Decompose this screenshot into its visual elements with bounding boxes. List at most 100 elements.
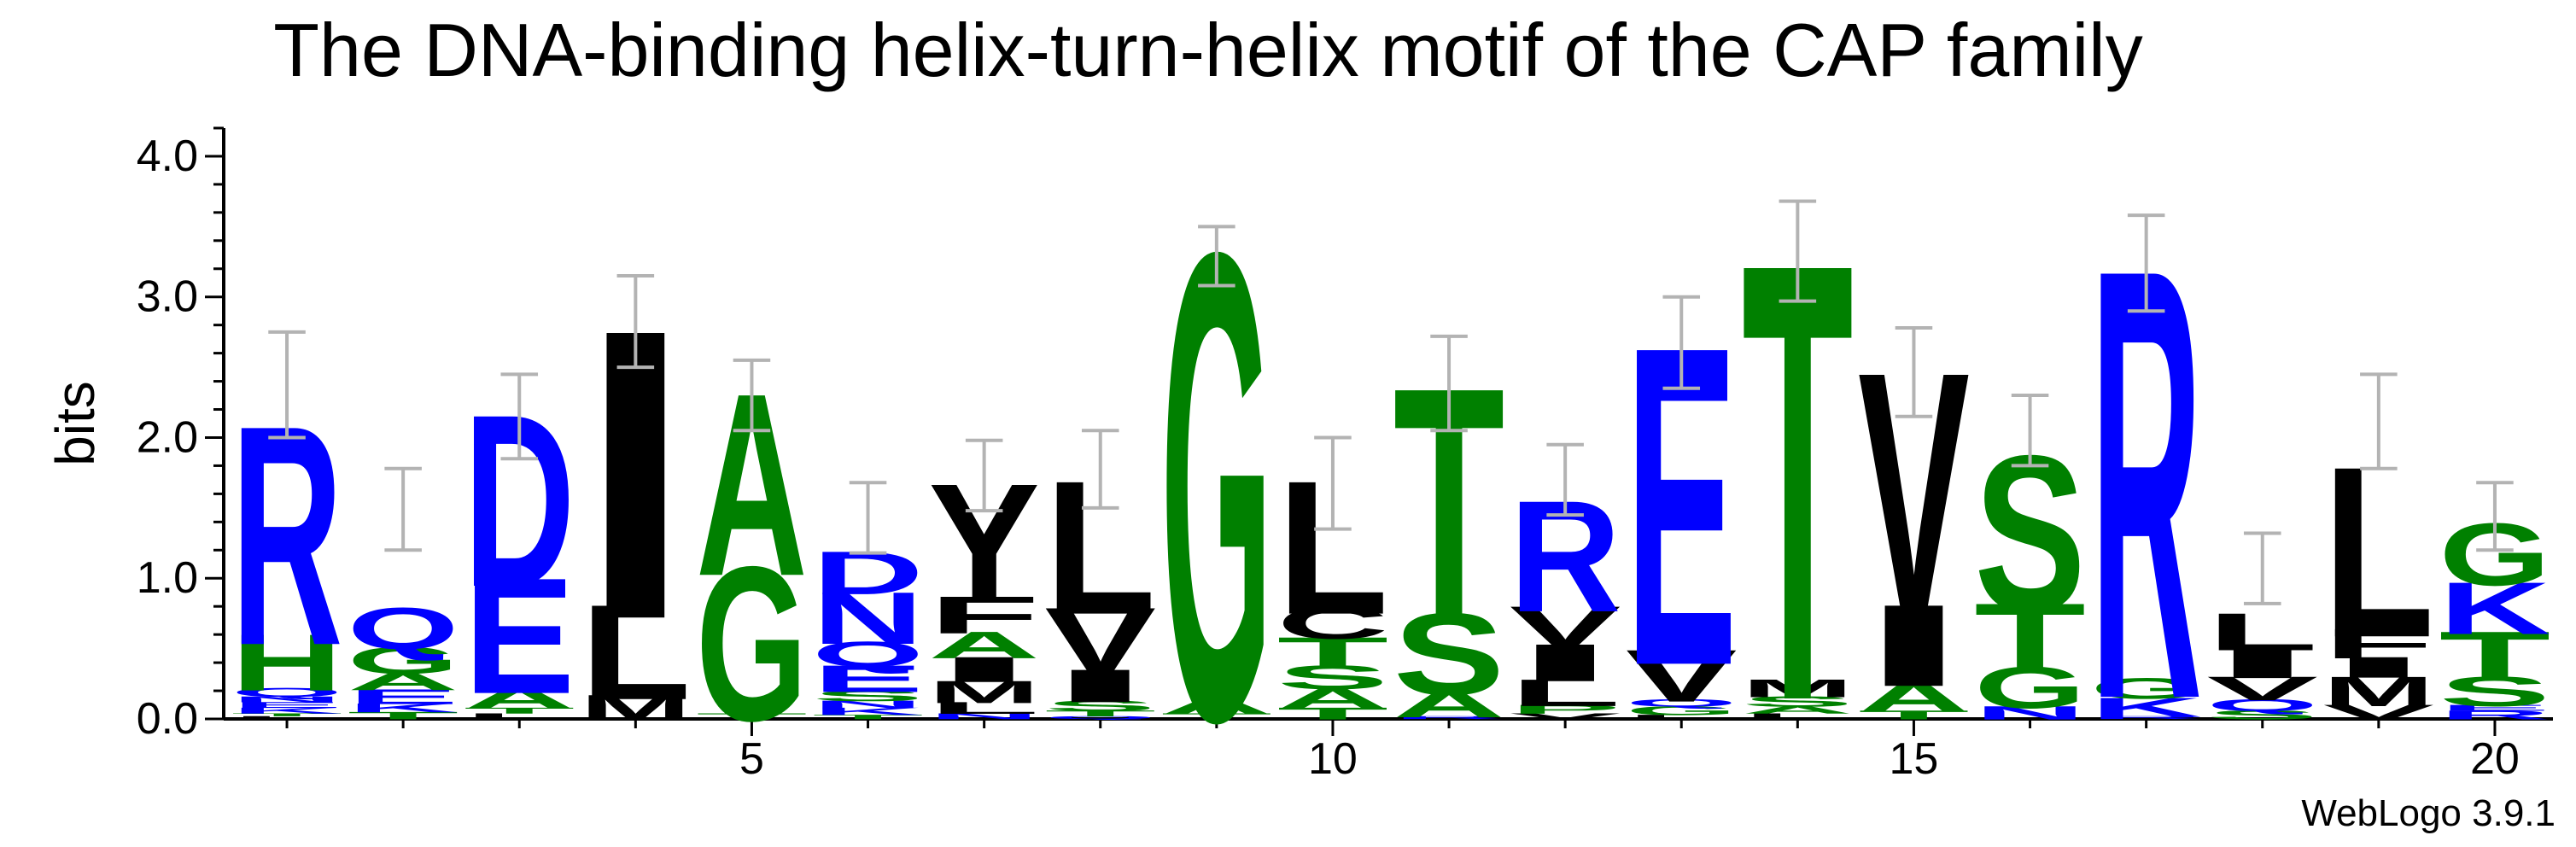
logo-letter-I: I: [2206, 640, 2318, 687]
logo-letter-S: S: [1393, 588, 1505, 719]
logo-letter-P: P: [1510, 702, 1621, 716]
logo-letter-F: F: [2323, 620, 2435, 668]
logo-letter-E: E: [464, 545, 575, 729]
logo-letter-T: T: [1974, 584, 2086, 690]
error-bar: [1895, 325, 1933, 418]
error-bar: [2243, 531, 2281, 605]
logo-letter-S: S: [1044, 698, 1156, 714]
logo-letter-N: N: [812, 577, 924, 660]
logo-letter-Q: Q: [2206, 696, 2318, 715]
logo-letter-L: L: [2206, 603, 2318, 662]
error-bar: [733, 358, 771, 433]
logo-letter-E: E: [812, 657, 924, 700]
logo-letter-A: A: [1858, 674, 1970, 721]
logo-letter-S: S: [1277, 658, 1389, 696]
logo-letter-A: A: [348, 668, 459, 696]
logo-letter-A: A: [464, 681, 575, 715]
logo-letter-L: L: [580, 576, 692, 728]
logo-letter-I: I: [1858, 581, 1970, 710]
error-bar: [1081, 429, 1119, 510]
logo-letter-T: T: [2439, 618, 2551, 694]
logo-letter-T: T: [1858, 708, 1970, 722]
weblogo-credit: WebLogo 3.9.1: [2301, 792, 2556, 834]
error-bar: [1314, 435, 1352, 531]
logo-letter-R: R: [2090, 716, 2202, 721]
logo-letter-G: G: [1161, 114, 1273, 847]
error-bar: [1198, 225, 1235, 288]
logo-letter-C: C: [1277, 599, 1389, 648]
error-bar: [268, 330, 306, 440]
error-bar: [849, 481, 887, 555]
logo-letter-K: K: [231, 706, 343, 716]
logo-letter-M: M: [928, 675, 1040, 710]
logo-letter-S: S: [812, 687, 924, 704]
logo-letter-V: V: [1510, 711, 1621, 721]
logo-letter-N: N: [812, 698, 924, 710]
error-bar: [2127, 213, 2165, 313]
error-bar: [384, 466, 422, 552]
logo-letter-R: R: [2439, 708, 2551, 722]
logo-letter-T: T: [231, 712, 343, 717]
logo-letter-N: N: [928, 711, 1040, 721]
logo-letter-T: T: [348, 710, 459, 721]
logo-letter-T: T: [1044, 709, 1156, 718]
logo-letter-L: L: [1626, 714, 1738, 721]
logo-letter-T: T: [812, 714, 924, 721]
logo-letter-K: K: [812, 705, 924, 717]
y-tick-label: 0.0: [137, 694, 198, 744]
y-tick-label: 1.0: [137, 553, 198, 603]
logo-letter-T: T: [1277, 704, 1389, 723]
y-tick-label: 2.0: [137, 412, 198, 462]
error-bar: [965, 438, 1003, 513]
logo-letter-I: I: [1510, 634, 1621, 692]
logo-letter-A: A: [928, 623, 1040, 666]
logo-letter-T: T: [696, 711, 808, 721]
x-tick-label: 20: [2470, 734, 2520, 784]
logo-letter-Q: Q: [231, 686, 343, 700]
logo-letter-G: G: [348, 640, 459, 682]
logo-letter-E: E: [348, 685, 459, 709]
logo-letter-S: S: [1742, 693, 1854, 710]
logo-letter-T: T: [464, 706, 575, 716]
logo-letter-G: G: [1626, 704, 1738, 718]
logo-letter-K: K: [2090, 692, 2202, 722]
y-tick-label: 3.0: [137, 272, 198, 322]
logo-letter-V: V: [2323, 700, 2435, 724]
logo-letter-T: T: [1277, 628, 1389, 676]
logo-letter-G: G: [696, 522, 808, 768]
logo-letter-V: V: [2206, 669, 2318, 707]
logo-letter-M: M: [2323, 668, 2435, 716]
logo-letter-A: A: [1277, 681, 1389, 715]
logo-letter-R: R: [1393, 716, 1505, 721]
logo-letter-E: E: [231, 700, 343, 710]
logo-letter-K: K: [348, 701, 459, 716]
y-axis-label: bits: [44, 381, 106, 466]
logo-letter-Q: Q: [1044, 716, 1156, 721]
logo-letter-V: V: [1626, 635, 1738, 718]
logo-letter-Q: Q: [348, 596, 459, 662]
error-bar: [1546, 442, 1584, 517]
logo-letter-A: A: [1393, 683, 1505, 726]
logo-letter-S: S: [2439, 669, 2551, 716]
logo-letter-N: N: [231, 695, 343, 704]
logo-letter-E: E: [2439, 703, 2551, 712]
error-bar: [2360, 372, 2398, 470]
error-bar: [1662, 295, 1701, 390]
logo-letter-N: N: [1974, 703, 2086, 724]
logo-letter-I: I: [2323, 651, 2435, 684]
logo-letter-L: L: [231, 716, 343, 721]
logo-letter-S: S: [2206, 708, 2318, 722]
logo-letter-V: V: [1044, 587, 1156, 692]
logo-letter-Q: Q: [1626, 697, 1738, 709]
y-tick-label: 4.0: [137, 131, 198, 181]
error-bar: [1779, 199, 1817, 303]
logo-letter-F: F: [928, 586, 1040, 645]
logo-letter-I: I: [928, 650, 1040, 690]
logo-letter-A: A: [1161, 693, 1273, 719]
error-bar: [616, 274, 655, 370]
logo-letter-M: M: [1742, 675, 1854, 703]
error-bar: [500, 372, 539, 461]
logo-letter-T: T: [1161, 711, 1273, 721]
logo-letter-M: M: [580, 687, 692, 727]
